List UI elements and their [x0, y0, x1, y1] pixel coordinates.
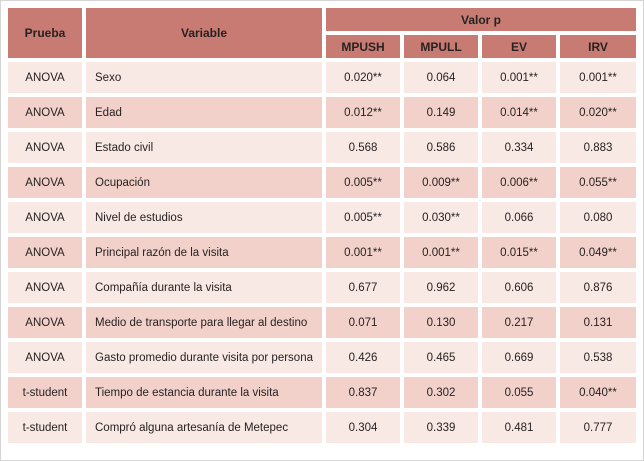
value-cell-ev: 0.006**: [482, 167, 556, 198]
value-cell-mpush: 0.005**: [326, 167, 400, 198]
table-row: ANOVA Ocupación 0.005** 0.009** 0.006** …: [8, 167, 637, 198]
value-cell-ev: 0.334: [482, 132, 556, 163]
value-cell-irv: 0.080: [560, 202, 637, 233]
table-row: ANOVA Gasto promedio durante visita por …: [8, 342, 637, 373]
p-values-table: Prueba Variable Valor p MPUSH MPULL EV I…: [4, 4, 640, 447]
value-cell-irv: 0.040**: [560, 377, 637, 408]
value-cell-mpush: 0.568: [326, 132, 400, 163]
value-cell-mpull: 0.064: [404, 62, 478, 93]
value-cell-irv: 0.538: [560, 342, 637, 373]
prueba-cell: ANOVA: [8, 202, 82, 233]
value-cell-mpush: 0.071: [326, 307, 400, 338]
variable-cell: Principal razón de la visita: [86, 237, 322, 268]
value-cell-mpull: 0.030**: [404, 202, 478, 233]
prueba-cell: ANOVA: [8, 272, 82, 303]
prueba-cell: ANOVA: [8, 132, 82, 163]
value-cell-ev: 0.066: [482, 202, 556, 233]
value-cell-irv: 0.049**: [560, 237, 637, 268]
variable-cell: Nivel de estudios: [86, 202, 322, 233]
prueba-cell: ANOVA: [8, 237, 82, 268]
variable-cell: Sexo: [86, 62, 322, 93]
value-cell-ev: 0.606: [482, 272, 556, 303]
prueba-cell: ANOVA: [8, 97, 82, 128]
variable-cell: Compañía durante la visita: [86, 272, 322, 303]
table-row: ANOVA Edad 0.012** 0.149 0.014** 0.020**: [8, 97, 637, 128]
value-cell-irv: 0.131: [560, 307, 637, 338]
value-cell-mpull: 0.962: [404, 272, 478, 303]
value-cell-mpush: 0.426: [326, 342, 400, 373]
value-cell-mpull: 0.009**: [404, 167, 478, 198]
value-cell-irv: 0.883: [560, 132, 637, 163]
value-cell-mpull: 0.586: [404, 132, 478, 163]
value-cell-irv: 0.001**: [560, 62, 637, 93]
value-cell-irv: 0.777: [560, 412, 637, 443]
variable-cell: Gasto promedio durante visita por person…: [86, 342, 322, 373]
value-cell-mpush: 0.001**: [326, 237, 400, 268]
value-cell-mpush: 0.005**: [326, 202, 400, 233]
table-row: ANOVA Compañía durante la visita 0.677 0…: [8, 272, 637, 303]
prueba-cell: ANOVA: [8, 167, 82, 198]
header-variable: Variable: [86, 8, 322, 58]
prueba-cell: ANOVA: [8, 307, 82, 338]
variable-cell: Ocupación: [86, 167, 322, 198]
variable-cell: Estado civil: [86, 132, 322, 163]
value-cell-ev: 0.055: [482, 377, 556, 408]
header-ev: EV: [482, 35, 556, 58]
value-cell-ev: 0.217: [482, 307, 556, 338]
variable-cell: Tiempo de estancia durante la visita: [86, 377, 322, 408]
value-cell-mpush: 0.020**: [326, 62, 400, 93]
table-row: ANOVA Principal razón de la visita 0.001…: [8, 237, 637, 268]
header-valor-p: Valor p: [326, 8, 637, 31]
table-body: ANOVA Sexo 0.020** 0.064 0.001** 0.001**…: [8, 62, 637, 443]
value-cell-ev: 0.001**: [482, 62, 556, 93]
header-mpush: MPUSH: [326, 35, 400, 58]
value-cell-mpush: 0.012**: [326, 97, 400, 128]
table-row: t-student Tiempo de estancia durante la …: [8, 377, 637, 408]
table-row: ANOVA Estado civil 0.568 0.586 0.334 0.8…: [8, 132, 637, 163]
table-row: ANOVA Nivel de estudios 0.005** 0.030** …: [8, 202, 637, 233]
prueba-cell: ANOVA: [8, 62, 82, 93]
value-cell-ev: 0.014**: [482, 97, 556, 128]
header-irv: IRV: [560, 35, 637, 58]
variable-cell: Medio de transporte para llegar al desti…: [86, 307, 322, 338]
table-header: Prueba Variable Valor p MPUSH MPULL EV I…: [8, 8, 637, 58]
value-cell-mpull: 0.001**: [404, 237, 478, 268]
prueba-cell: t-student: [8, 377, 82, 408]
value-cell-mpull: 0.465: [404, 342, 478, 373]
header-prueba: Prueba: [8, 8, 82, 58]
header-mpull: MPULL: [404, 35, 478, 58]
value-cell-ev: 0.481: [482, 412, 556, 443]
prueba-cell: ANOVA: [8, 342, 82, 373]
value-cell-mpush: 0.677: [326, 272, 400, 303]
value-cell-mpull: 0.130: [404, 307, 478, 338]
value-cell-ev: 0.669: [482, 342, 556, 373]
value-cell-irv: 0.020**: [560, 97, 637, 128]
value-cell-mpull: 0.302: [404, 377, 478, 408]
table-row: ANOVA Sexo 0.020** 0.064 0.001** 0.001**: [8, 62, 637, 93]
value-cell-mpush: 0.304: [326, 412, 400, 443]
variable-cell: Compró alguna artesanía de Metepec: [86, 412, 322, 443]
table-row: t-student Compró alguna artesanía de Met…: [8, 412, 637, 443]
value-cell-mpush: 0.837: [326, 377, 400, 408]
value-cell-irv: 0.055**: [560, 167, 637, 198]
variable-cell: Edad: [86, 97, 322, 128]
table-row: ANOVA Medio de transporte para llegar al…: [8, 307, 637, 338]
value-cell-mpull: 0.149: [404, 97, 478, 128]
prueba-cell: t-student: [8, 412, 82, 443]
value-cell-ev: 0.015**: [482, 237, 556, 268]
value-cell-irv: 0.876: [560, 272, 637, 303]
value-cell-mpull: 0.339: [404, 412, 478, 443]
